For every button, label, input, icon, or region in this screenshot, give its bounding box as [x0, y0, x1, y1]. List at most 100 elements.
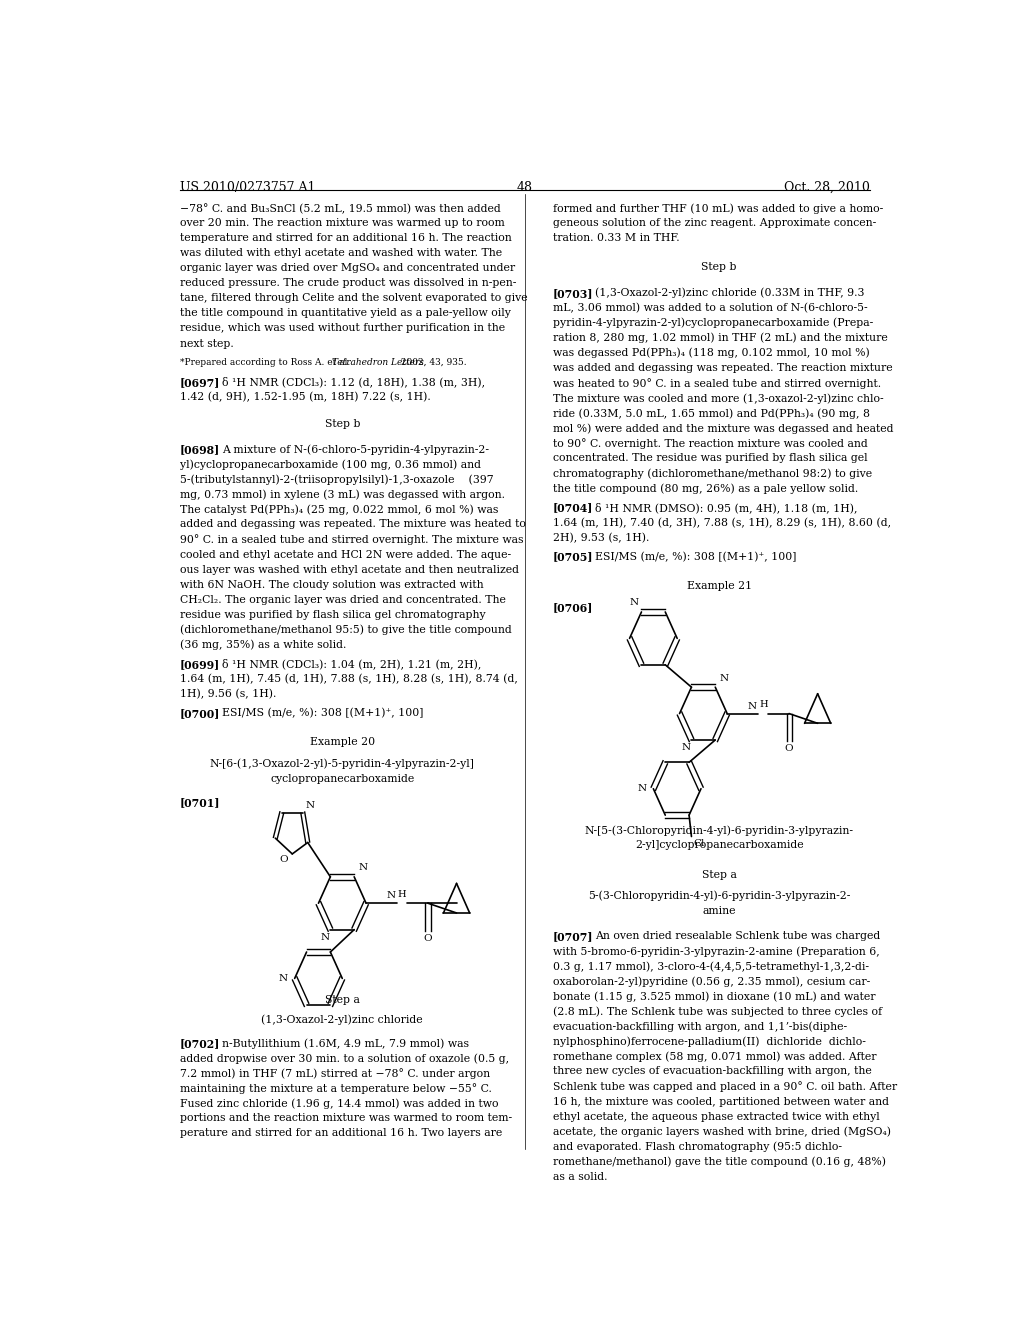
Text: 1.64 (m, 1H), 7.45 (d, 1H), 7.88 (s, 1H), 8.28 (s, 1H), 8.74 (d,: 1.64 (m, 1H), 7.45 (d, 1H), 7.88 (s, 1H)… [179, 675, 517, 684]
Text: organic layer was dried over MgSO₄ and concentrated under: organic layer was dried over MgSO₄ and c… [179, 263, 515, 273]
Text: δ ¹H NMR (CDCl₃): 1.12 (d, 18H), 1.38 (m, 3H),: δ ¹H NMR (CDCl₃): 1.12 (d, 18H), 1.38 (m… [222, 376, 485, 388]
Text: Step a: Step a [325, 995, 359, 1005]
Text: Tetrahedron Letters: Tetrahedron Letters [332, 358, 424, 367]
Text: mol %) were added and the mixture was degassed and heated: mol %) were added and the mixture was de… [553, 424, 893, 434]
Text: romethane/methanol) gave the title compound (0.16 g, 48%): romethane/methanol) gave the title compo… [553, 1156, 886, 1167]
Text: A mixture of N-(6-chloro-5-pyridin-4-ylpyrazin-2-: A mixture of N-(6-chloro-5-pyridin-4-ylp… [222, 445, 489, 455]
Text: (2.8 mL). The Schlenk tube was subjected to three cycles of: (2.8 mL). The Schlenk tube was subjected… [553, 1006, 882, 1016]
Text: ous layer was washed with ethyl acetate and then neutralized: ous layer was washed with ethyl acetate … [179, 565, 518, 574]
Text: yl)cyclopropanecarboxamide (100 mg, 0.36 mmol) and: yl)cyclopropanecarboxamide (100 mg, 0.36… [179, 459, 480, 470]
Text: [0701]: [0701] [179, 797, 220, 808]
Text: with 5-bromo-6-pyridin-3-ylpyrazin-2-amine (Preparation 6,: with 5-bromo-6-pyridin-3-ylpyrazin-2-ami… [553, 946, 880, 957]
Text: added and degassing was repeated. The mixture was heated to: added and degassing was repeated. The mi… [179, 520, 525, 529]
Text: Step a: Step a [701, 870, 736, 879]
Text: oxaborolan-2-yl)pyridine (0.56 g, 2.35 mmol), cesium car-: oxaborolan-2-yl)pyridine (0.56 g, 2.35 m… [553, 977, 869, 987]
Text: 90° C. in a sealed tube and stirred overnight. The mixture was: 90° C. in a sealed tube and stirred over… [179, 535, 523, 545]
Text: [0697]: [0697] [179, 376, 220, 388]
Text: −78° C. and Bu₃SnCl (5.2 mL, 19.5 mmol) was then added: −78° C. and Bu₃SnCl (5.2 mL, 19.5 mmol) … [179, 203, 501, 214]
Text: cyclopropanecarboxamide: cyclopropanecarboxamide [270, 774, 415, 784]
Text: O: O [424, 933, 432, 942]
Text: The catalyst Pd(PPh₃)₄ (25 mg, 0.022 mmol, 6 mol %) was: The catalyst Pd(PPh₃)₄ (25 mg, 0.022 mmo… [179, 504, 498, 515]
Text: 5-(3-Chloropyridin-4-yl)-6-pyridin-3-ylpyrazin-2-: 5-(3-Chloropyridin-4-yl)-6-pyridin-3-ylp… [588, 891, 850, 902]
Text: was diluted with ethyl acetate and washed with water. The: was diluted with ethyl acetate and washe… [179, 248, 502, 259]
Text: Example 20: Example 20 [309, 738, 375, 747]
Text: formed and further THF (10 mL) was added to give a homo-: formed and further THF (10 mL) was added… [553, 203, 883, 214]
Text: 1H), 9.56 (s, 1H).: 1H), 9.56 (s, 1H). [179, 689, 275, 700]
Text: concentrated. The residue was purified by flash silica gel: concentrated. The residue was purified b… [553, 453, 867, 463]
Text: geneous solution of the zinc reagent. Approximate concen-: geneous solution of the zinc reagent. Ap… [553, 218, 876, 228]
Text: chromatography (dichloromethane/methanol 98:2) to give: chromatography (dichloromethane/methanol… [553, 469, 871, 479]
Text: H: H [397, 890, 407, 899]
Text: N-[5-(3-Chloropyridin-4-yl)-6-pyridin-3-ylpyrazin-: N-[5-(3-Chloropyridin-4-yl)-6-pyridin-3-… [585, 825, 854, 836]
Text: [0698]: [0698] [179, 445, 220, 455]
Text: [0702]: [0702] [179, 1038, 220, 1049]
Text: 2H), 9.53 (s, 1H).: 2H), 9.53 (s, 1H). [553, 532, 649, 543]
Text: 2002, 43, 935.: 2002, 43, 935. [397, 358, 467, 367]
Text: 7.2 mmol) in THF (7 mL) stirred at −78° C. under argon: 7.2 mmol) in THF (7 mL) stirred at −78° … [179, 1068, 489, 1078]
Text: was heated to 90° C. in a sealed tube and stirred overnight.: was heated to 90° C. in a sealed tube an… [553, 378, 881, 389]
Text: N: N [386, 891, 395, 900]
Text: Fused zinc chloride (1.96 g, 14.4 mmol) was added in two: Fused zinc chloride (1.96 g, 14.4 mmol) … [179, 1098, 498, 1109]
Text: portions and the reaction mixture was warmed to room tem-: portions and the reaction mixture was wa… [179, 1113, 512, 1123]
Text: over 20 min. The reaction mixture was warmed up to room: over 20 min. The reaction mixture was wa… [179, 218, 505, 228]
Text: 48: 48 [517, 181, 532, 194]
Text: with 6N NaOH. The cloudy solution was extracted with: with 6N NaOH. The cloudy solution was ex… [179, 579, 483, 590]
Text: ride (0.33M, 5.0 mL, 1.65 mmol) and Pd(PPh₃)₄ (90 mg, 8: ride (0.33M, 5.0 mL, 1.65 mmol) and Pd(P… [553, 408, 869, 418]
Text: ESI/MS (m/e, %): 308 [(M+1)⁺, 100]: ESI/MS (m/e, %): 308 [(M+1)⁺, 100] [222, 708, 424, 718]
Text: was added and degassing was repeated. The reaction mixture: was added and degassing was repeated. Th… [553, 363, 892, 372]
Text: ration 8, 280 mg, 1.02 mmol) in THF (2 mL) and the mixture: ration 8, 280 mg, 1.02 mmol) in THF (2 m… [553, 333, 888, 343]
Text: O: O [784, 744, 794, 752]
Text: Cl: Cl [693, 838, 705, 847]
Text: added dropwise over 30 min. to a solution of oxazole (0.5 g,: added dropwise over 30 min. to a solutio… [179, 1053, 509, 1064]
Text: [0703]: [0703] [553, 288, 593, 298]
Text: N: N [321, 933, 330, 941]
Text: 5-(tributylstannyl)-2-(triisopropylsilyl)-1,3-oxazole    (397: 5-(tributylstannyl)-2-(triisopropylsilyl… [179, 474, 494, 484]
Text: (36 mg, 35%) as a white solid.: (36 mg, 35%) as a white solid. [179, 640, 346, 651]
Text: [0707]: [0707] [553, 931, 593, 942]
Text: residue, which was used without further purification in the: residue, which was used without further … [179, 323, 505, 334]
Text: ESI/MS (m/e, %): 308 [(M+1)⁺, 100]: ESI/MS (m/e, %): 308 [(M+1)⁺, 100] [595, 552, 797, 562]
Text: 1.64 (m, 1H), 7.40 (d, 3H), 7.88 (s, 1H), 8.29 (s, 1H), 8.60 (d,: 1.64 (m, 1H), 7.40 (d, 3H), 7.88 (s, 1H)… [553, 517, 891, 528]
Text: 1.42 (d, 9H), 1.52-1.95 (m, 18H) 7.22 (s, 1H).: 1.42 (d, 9H), 1.52-1.95 (m, 18H) 7.22 (s… [179, 392, 430, 403]
Text: H: H [759, 701, 768, 709]
Text: (dichloromethane/methanol 95:5) to give the title compound: (dichloromethane/methanol 95:5) to give … [179, 624, 511, 635]
Text: [0704]: [0704] [553, 503, 593, 513]
Text: tane, filtered through Celite and the solvent evaporated to give: tane, filtered through Celite and the so… [179, 293, 527, 304]
Text: temperature and stirred for an additional 16 h. The reaction: temperature and stirred for an additiona… [179, 234, 511, 243]
Text: The mixture was cooled and more (1,3-oxazol-2-yl)zinc chlo-: The mixture was cooled and more (1,3-oxa… [553, 393, 884, 404]
Text: three new cycles of evacuation-backfilling with argon, the: three new cycles of evacuation-backfilli… [553, 1067, 871, 1076]
Text: [0706]: [0706] [553, 602, 593, 612]
Text: [0700]: [0700] [179, 708, 220, 719]
Text: CH₂Cl₂. The organic layer was dried and concentrated. The: CH₂Cl₂. The organic layer was dried and … [179, 594, 506, 605]
Text: N-[6-(1,3-Oxazol-2-yl)-5-pyridin-4-ylpyrazin-2-yl]: N-[6-(1,3-Oxazol-2-yl)-5-pyridin-4-ylpyr… [210, 759, 475, 770]
Text: and evaporated. Flash chromatography (95:5 dichlo-: and evaporated. Flash chromatography (95… [553, 1142, 842, 1152]
Text: maintaining the mixture at a temperature below −55° C.: maintaining the mixture at a temperature… [179, 1084, 492, 1094]
Text: (1,3-Oxazol-2-yl)zinc chloride (0.33M in THF, 9.3: (1,3-Oxazol-2-yl)zinc chloride (0.33M in… [595, 288, 865, 298]
Text: nylphosphino)ferrocene-palladium(II)  dichloride  dichlo-: nylphosphino)ferrocene-palladium(II) dic… [553, 1036, 865, 1047]
Text: N: N [358, 863, 368, 871]
Text: Step b: Step b [701, 263, 737, 272]
Text: acetate, the organic layers washed with brine, dried (MgSO₄): acetate, the organic layers washed with … [553, 1127, 891, 1138]
Text: 2-yl]cyclopropanecarboxamide: 2-yl]cyclopropanecarboxamide [635, 841, 804, 850]
Text: N: N [305, 800, 314, 809]
Text: as a solid.: as a solid. [553, 1172, 607, 1181]
Text: ethyl acetate, the aqueous phase extracted twice with ethyl: ethyl acetate, the aqueous phase extract… [553, 1111, 880, 1122]
Text: Step b: Step b [325, 418, 360, 429]
Text: Example 21: Example 21 [687, 581, 752, 591]
Text: mL, 3.06 mmol) was added to a solution of N-(6-chloro-5-: mL, 3.06 mmol) was added to a solution o… [553, 302, 867, 313]
Text: N: N [719, 675, 728, 682]
Text: romethane complex (58 mg, 0.071 mmol) was added. After: romethane complex (58 mg, 0.071 mmol) wa… [553, 1052, 877, 1063]
Text: next step.: next step. [179, 338, 233, 348]
Text: reduced pressure. The crude product was dissolved in n-pen-: reduced pressure. The crude product was … [179, 279, 516, 288]
Text: O: O [280, 855, 289, 865]
Text: residue was purified by flash silica gel chromatography: residue was purified by flash silica gel… [179, 610, 485, 619]
Text: was degassed Pd(PPh₃)₄ (118 mg, 0.102 mmol, 10 mol %): was degassed Pd(PPh₃)₄ (118 mg, 0.102 mm… [553, 348, 869, 359]
Text: cooled and ethyl acetate and HCl 2N were added. The aque-: cooled and ethyl acetate and HCl 2N were… [179, 549, 511, 560]
Text: evacuation-backfilling with argon, and 1,1ʼ-bis(diphe-: evacuation-backfilling with argon, and 1… [553, 1022, 847, 1032]
Text: US 2010/0273757 A1: US 2010/0273757 A1 [179, 181, 315, 194]
Text: (1,3-Oxazol-2-yl)zinc chloride: (1,3-Oxazol-2-yl)zinc chloride [261, 1015, 423, 1026]
Text: pyridin-4-ylpyrazin-2-yl)cyclopropanecarboxamide (Prepa-: pyridin-4-ylpyrazin-2-yl)cyclopropanecar… [553, 318, 872, 329]
Text: N: N [279, 974, 288, 983]
Text: the title compound in quantitative yield as a pale-yellow oily: the title compound in quantitative yield… [179, 309, 510, 318]
Text: Oct. 28, 2010: Oct. 28, 2010 [784, 181, 870, 194]
